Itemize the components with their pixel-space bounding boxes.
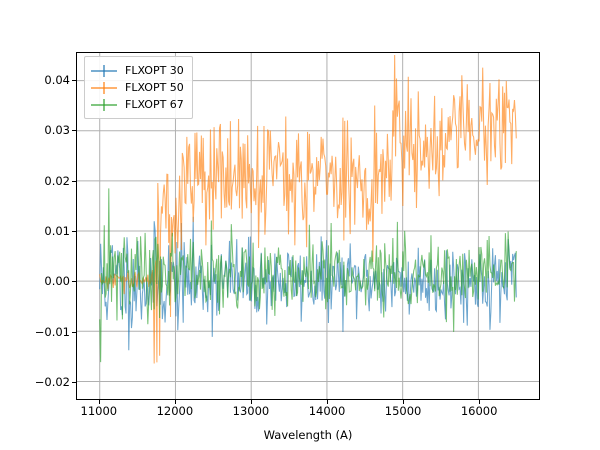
x-tick-mark xyxy=(174,400,176,404)
x-tick-mark xyxy=(403,400,405,404)
y-tick-mark xyxy=(72,382,76,384)
x-tick-mark xyxy=(479,400,481,404)
x-tick-mark xyxy=(327,400,329,404)
y-tick-mark xyxy=(72,130,76,132)
legend-item-flxopt-67[interactable]: FLXOPT 67 xyxy=(91,96,184,113)
y-tick-mark xyxy=(72,231,76,233)
chart-legend[interactable]: FLXOPT 30 FLXOPT 50 FLXOPT 67 xyxy=(84,56,193,119)
y-tick-label: 0.02 xyxy=(44,173,70,188)
legend-marker-blue-icon xyxy=(91,64,117,78)
x-tick-mark xyxy=(250,400,252,404)
x-tick-label: 12000 xyxy=(156,404,194,418)
series-line xyxy=(99,55,517,364)
legend-label-flxopt-67: FLXOPT 67 xyxy=(125,98,184,111)
series-line xyxy=(99,188,517,363)
x-tick-mark xyxy=(98,400,100,404)
legend-item-flxopt-30[interactable]: FLXOPT 30 xyxy=(91,62,184,79)
y-tick-mark xyxy=(72,281,76,283)
x-tick-label: 13000 xyxy=(232,404,270,418)
x-axis-label: Wavelength (A) xyxy=(263,428,353,442)
y-axis-tick-labels: −0.02 −0.01 0.00 0.01 0.02 0.03 0.04 xyxy=(0,0,70,450)
y-tick-mark xyxy=(72,180,76,182)
y-tick-mark xyxy=(72,331,76,333)
y-tick-label: 0.00 xyxy=(44,274,70,289)
legend-label-flxopt-30: FLXOPT 30 xyxy=(125,64,184,77)
x-tick-label: 15000 xyxy=(384,404,422,418)
x-tick-label: 16000 xyxy=(460,404,498,418)
y-tick-label: −0.01 xyxy=(34,324,70,339)
y-tick-label: 0.01 xyxy=(44,224,70,239)
y-tick-mark xyxy=(72,79,76,81)
legend-marker-orange-icon xyxy=(91,81,117,95)
x-tick-label: 14000 xyxy=(308,404,346,418)
y-tick-label: 0.04 xyxy=(44,72,70,87)
x-tick-label: 11000 xyxy=(80,404,118,418)
y-tick-label: 0.03 xyxy=(44,123,70,138)
legend-item-flxopt-50[interactable]: FLXOPT 50 xyxy=(91,79,184,96)
series-layer xyxy=(99,55,517,364)
y-tick-label: −0.02 xyxy=(34,375,70,390)
legend-label-flxopt-50: FLXOPT 50 xyxy=(125,81,184,94)
legend-marker-green-icon xyxy=(91,98,117,112)
